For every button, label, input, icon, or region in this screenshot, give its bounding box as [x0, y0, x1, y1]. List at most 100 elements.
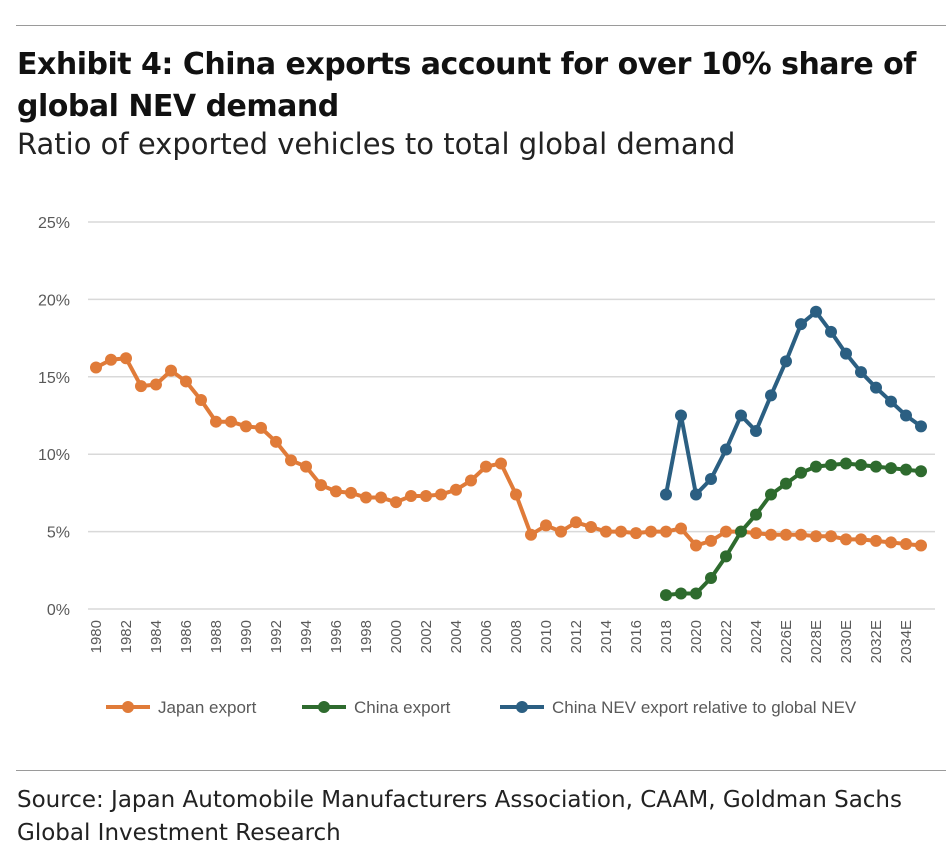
data-point: [900, 463, 912, 476]
data-point: [420, 489, 432, 502]
x-tick-label: 2030E: [838, 620, 855, 663]
data-point: [570, 516, 582, 529]
data-point: [360, 491, 372, 504]
x-tick-label: 1988: [208, 620, 225, 653]
data-point: [765, 528, 777, 541]
data-point: [795, 318, 807, 331]
x-tick-label: 1980: [88, 620, 105, 653]
data-point: [660, 525, 672, 538]
x-tick-label: 2010: [538, 620, 555, 653]
data-point: [870, 460, 882, 473]
data-point: [705, 534, 717, 547]
y-tick-label: 0%: [47, 602, 70, 619]
y-tick-label: 5%: [47, 525, 70, 542]
data-point: [660, 488, 672, 501]
data-point: [780, 355, 792, 368]
data-point: [870, 534, 882, 547]
data-point: [840, 533, 852, 546]
data-point: [495, 457, 507, 470]
x-tick-label: 1984: [148, 620, 165, 653]
data-point: [195, 394, 207, 407]
x-tick-label: 2014: [598, 620, 615, 653]
data-point: [690, 488, 702, 501]
data-point: [405, 489, 417, 502]
data-point: [150, 378, 162, 391]
data-point: [810, 530, 822, 543]
data-point: [720, 550, 732, 563]
data-point: [825, 325, 837, 338]
data-point: [630, 527, 642, 540]
data-point: [585, 520, 597, 533]
data-point: [555, 525, 567, 538]
x-tick-label: 2002: [418, 620, 435, 653]
x-tick-label: 2000: [388, 620, 405, 653]
data-point: [705, 572, 717, 585]
data-point: [795, 466, 807, 479]
data-point: [105, 353, 117, 366]
y-tick-label: 10%: [38, 447, 70, 464]
data-point: [705, 472, 717, 485]
source-note: Source: Japan Automobile Manufacturers A…: [17, 787, 902, 846]
data-point: [855, 459, 867, 472]
data-point: [120, 352, 132, 365]
data-point: [840, 347, 852, 360]
data-point: [885, 536, 897, 549]
data-point: [675, 522, 687, 535]
x-tick-label: 2022: [718, 620, 735, 653]
data-point: [600, 525, 612, 538]
x-tick-label: 2016: [628, 620, 645, 653]
x-tick-label: 1986: [178, 620, 195, 653]
chart-subtitle: Ratio of exported vehicles to total glob…: [17, 127, 736, 161]
x-tick-label: 2034E: [898, 620, 915, 663]
x-tick-label: 1982: [118, 620, 135, 653]
data-point: [870, 381, 882, 394]
x-tick-label: 2020: [688, 620, 705, 653]
data-point: [825, 530, 837, 543]
chart-title: Exhibit 4: China exports account for ove…: [17, 47, 916, 124]
data-point: [750, 508, 762, 521]
x-tick-label: 2032E: [868, 620, 885, 663]
y-tick-label: 20%: [38, 292, 70, 309]
data-point: [750, 527, 762, 540]
x-tick-label: 1998: [358, 620, 375, 653]
line-chart: 0% 5% 10% 15% 20% 25% 1980 1982 1984 1986 1988 1990…: [38, 215, 935, 717]
data-point: [375, 491, 387, 504]
data-point: [285, 454, 297, 467]
data-point: [540, 519, 552, 532]
data-point: [885, 395, 897, 408]
data-point: [210, 415, 222, 428]
data-point: [615, 525, 627, 538]
data-point: [390, 496, 402, 509]
data-point: [765, 389, 777, 402]
data-point: [915, 420, 927, 433]
data-point: [690, 587, 702, 600]
x-tick-label: 1994: [298, 620, 315, 653]
data-point: [255, 421, 267, 434]
data-point: [780, 528, 792, 541]
top-rule: [16, 25, 946, 26]
data-point: [300, 460, 312, 473]
x-tick-label: 2004: [448, 620, 465, 653]
data-point: [735, 409, 747, 422]
data-point: [165, 364, 177, 377]
data-point: [135, 380, 147, 393]
data-point: [750, 424, 762, 437]
data-point: [690, 539, 702, 552]
data-point: [510, 488, 522, 501]
y-tick-label: 25%: [38, 215, 70, 232]
x-tick-label: 1990: [238, 620, 255, 653]
data-point: [915, 465, 927, 478]
data-point: [855, 533, 867, 546]
data-point: [480, 460, 492, 473]
data-point: [765, 488, 777, 501]
data-point: [885, 462, 897, 475]
legend-marker: [122, 701, 134, 713]
data-point: [855, 366, 867, 379]
data-point: [180, 375, 192, 388]
data-point: [780, 477, 792, 490]
data-point: [270, 435, 282, 448]
x-tick-label: 2026E: [778, 620, 795, 663]
data-point: [810, 305, 822, 318]
x-tick-label: 2006: [478, 620, 495, 653]
x-tick-label: 2024: [748, 620, 765, 653]
